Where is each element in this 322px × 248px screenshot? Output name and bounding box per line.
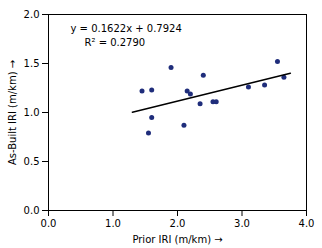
svg-text:1.5: 1.5	[24, 58, 40, 69]
svg-text:y = 0.1622x + 0.7924: y = 0.1622x + 0.7924	[71, 23, 182, 34]
svg-text:0.0: 0.0	[41, 218, 57, 229]
svg-text:2.0: 2.0	[170, 218, 186, 229]
svg-text:3.0: 3.0	[234, 218, 250, 229]
svg-text:4.0: 4.0	[299, 218, 315, 229]
svg-text:Prior IRI (m/km) →: Prior IRI (m/km) →	[132, 234, 222, 245]
svg-text:1.0: 1.0	[105, 218, 121, 229]
svg-text:1.0: 1.0	[24, 107, 40, 118]
svg-text:0.5: 0.5	[24, 156, 40, 167]
svg-text:As-Built IRI (m/km) →: As-Built IRI (m/km) →	[7, 60, 18, 165]
svg-text:2.0: 2.0	[24, 9, 40, 20]
svg-text:0.0: 0.0	[24, 205, 40, 216]
svg-text:R² = 0.2790: R² = 0.2790	[85, 37, 146, 48]
